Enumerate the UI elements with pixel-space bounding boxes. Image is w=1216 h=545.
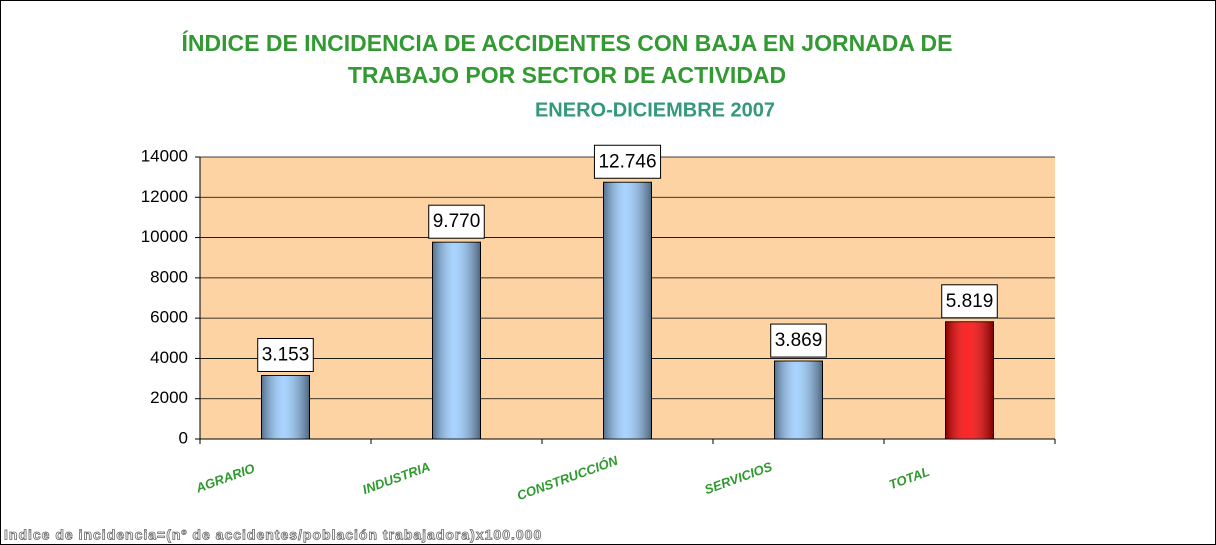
value-label-box <box>257 337 314 372</box>
value-label-box <box>770 323 827 358</box>
bar-shading <box>774 361 823 439</box>
value-label-box <box>941 284 998 319</box>
y-tick-label: 12000 <box>141 187 188 206</box>
bar-shading <box>261 375 310 439</box>
chart-subtitle: ENERO-DICIEMBRE 2007 <box>535 99 775 121</box>
value-label: 5.819 <box>946 291 994 312</box>
bar-shading <box>945 321 994 439</box>
value-label: 9.770 <box>433 211 481 232</box>
y-tick-label: 2000 <box>150 388 188 407</box>
value-label: 12.746 <box>598 151 656 172</box>
chart-title: TRABAJO POR SECTOR DE ACTIVIDAD <box>348 62 786 88</box>
y-tick-label: 0 <box>179 428 188 447</box>
footnote: Indice de incidencia=(nº de accidentes/p… <box>4 527 542 543</box>
value-label: 3.869 <box>775 330 823 351</box>
bar-shading <box>432 242 481 439</box>
y-tick-label: 14000 <box>141 146 188 165</box>
y-tick-label: 6000 <box>150 308 188 327</box>
y-tick-label: 4000 <box>150 348 188 367</box>
bar-shading <box>603 182 652 439</box>
y-tick-label: 8000 <box>150 267 188 286</box>
value-label-box <box>428 204 485 239</box>
value-label-box <box>593 144 662 179</box>
chart-title: ÍNDICE DE INCIDENCIA DE ACCIDENTES CON B… <box>182 29 953 56</box>
value-label: 3.153 <box>262 345 310 366</box>
y-tick-label: 10000 <box>141 227 188 246</box>
